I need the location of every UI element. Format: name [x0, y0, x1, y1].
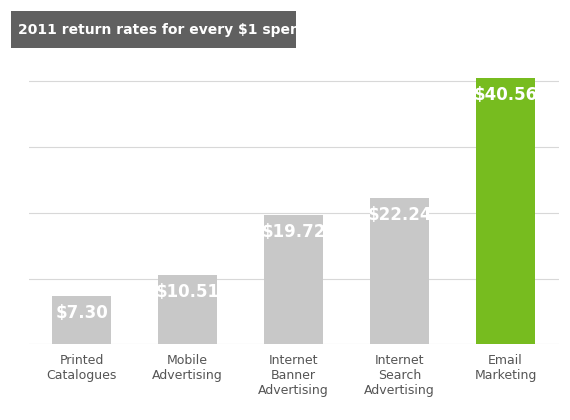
Text: $40.56: $40.56 [474, 86, 538, 104]
Bar [370, 198, 429, 344]
Text: 2011 return rates for every $1 spent: 2011 return rates for every $1 spent [18, 23, 307, 37]
Text: $10.51: $10.51 [156, 283, 219, 301]
Bar [158, 275, 217, 344]
Bar [52, 297, 111, 344]
Bar [264, 215, 323, 344]
Text: $22.24: $22.24 [367, 206, 432, 224]
Bar [477, 78, 535, 344]
Text: $7.30: $7.30 [55, 304, 108, 322]
Text: $19.72: $19.72 [262, 223, 325, 241]
